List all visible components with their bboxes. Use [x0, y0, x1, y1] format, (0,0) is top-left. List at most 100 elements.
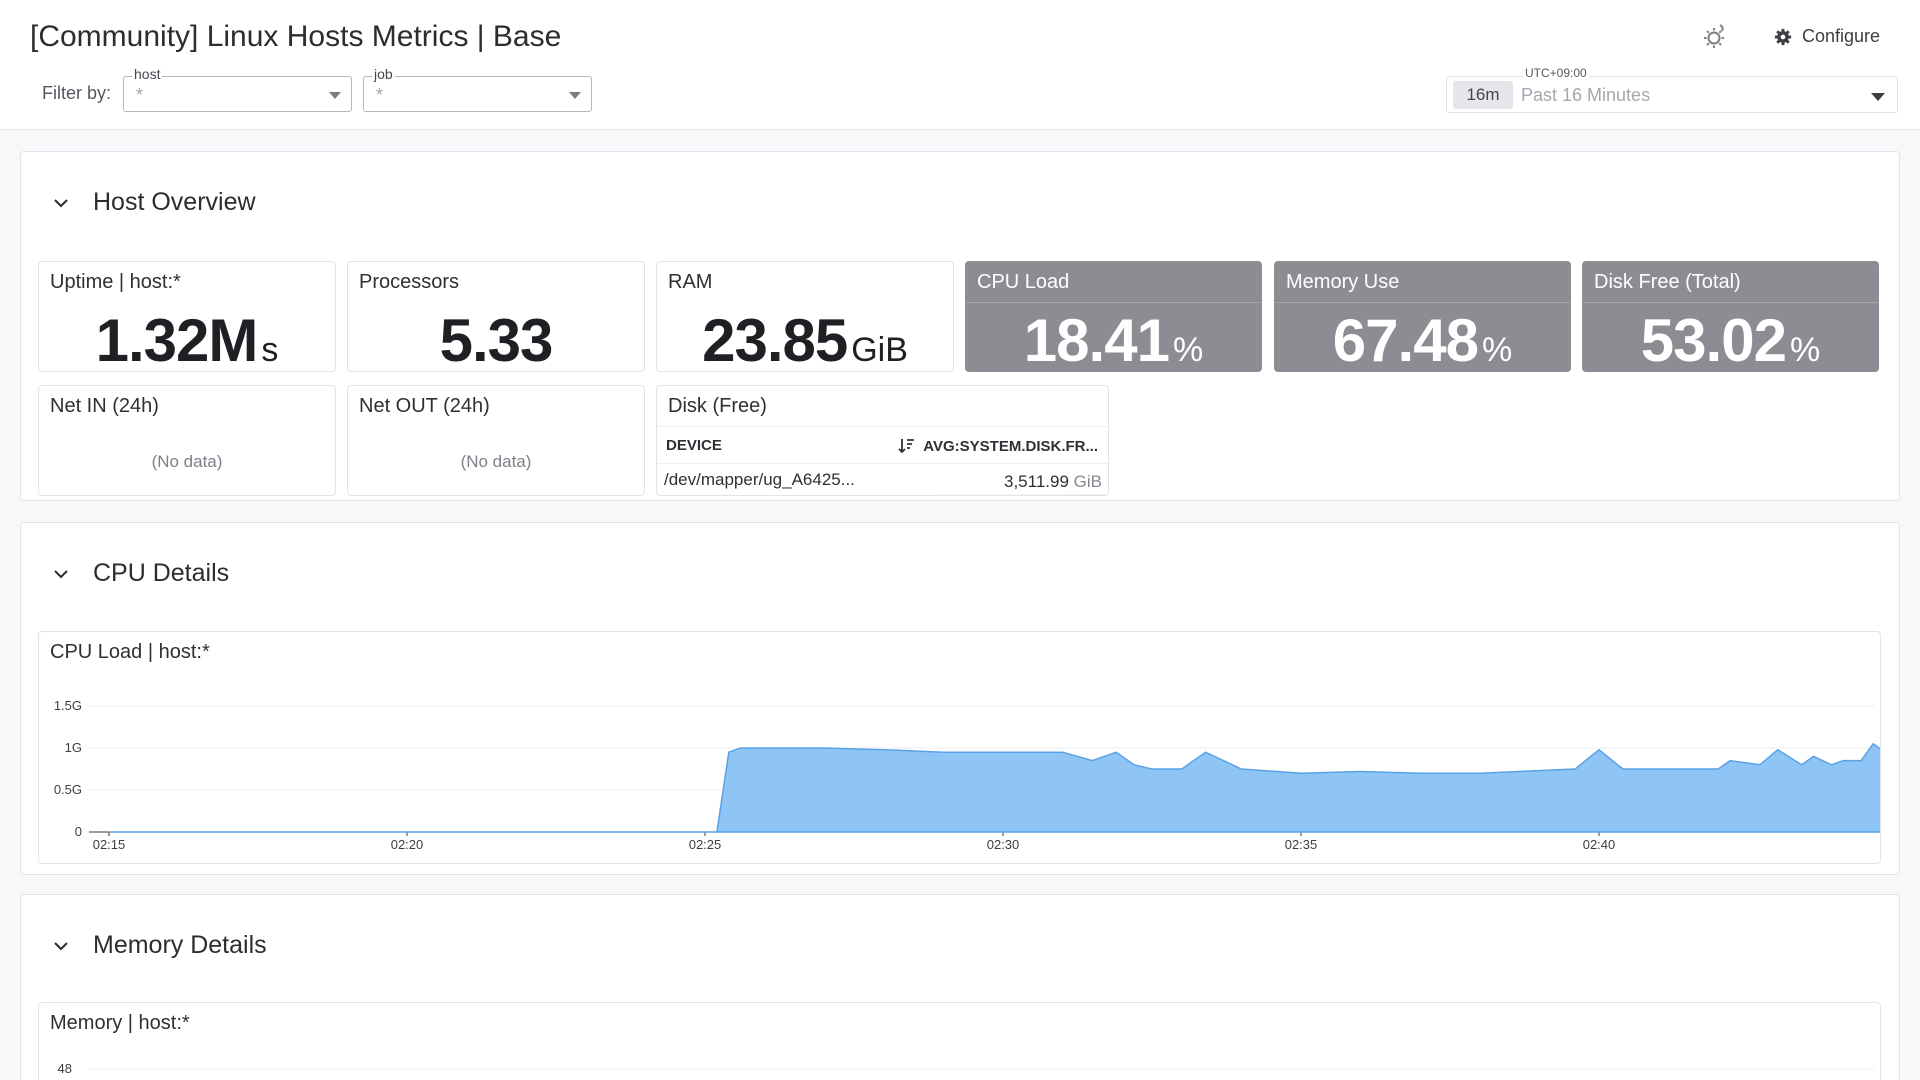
- page-title: [Community] Linux Hosts Metrics | Base: [30, 20, 562, 53]
- cpu-load-value: 18.41: [1023, 307, 1170, 372]
- section-title: Host Overview: [93, 188, 256, 216]
- widget-title: Memory Use: [1286, 271, 1400, 293]
- processors-widget[interactable]: Processors 5.33: [347, 261, 645, 372]
- sun-icon[interactable]: [1700, 22, 1730, 52]
- value-unit: GiB: [1073, 472, 1102, 491]
- widget-title: Net IN (24h): [50, 395, 159, 417]
- value-cell: 3,511.99 GiB: [1004, 472, 1102, 492]
- processors-value-display: 5.33: [348, 306, 644, 372]
- ram-unit: GiB: [851, 331, 908, 369]
- x-tick-label: 02:25: [689, 837, 722, 852]
- y-tick-label: 0: [75, 824, 82, 839]
- widget-title: Net OUT (24h): [359, 395, 490, 417]
- ram-widget[interactable]: RAM 23.85 GiB: [656, 261, 954, 372]
- disk-free-total-unit: %: [1789, 331, 1821, 369]
- job-filter-value: *: [376, 85, 384, 105]
- memory-chart-widget[interactable]: Memory | host:* 48: [38, 1002, 1881, 1080]
- chevron-down-icon: [54, 941, 68, 950]
- configure-label: Configure: [1802, 26, 1881, 46]
- widget-title: RAM: [668, 271, 713, 293]
- sort-descending-icon: [898, 439, 915, 454]
- x-tick-label: 02:35: [1285, 837, 1318, 852]
- divider: [1583, 302, 1878, 303]
- y-tick-label: 1G: [65, 740, 82, 755]
- dashboard-header: [Community] Linux Hosts Metrics | Base C…: [0, 0, 1920, 130]
- section-title: Memory Details: [93, 931, 267, 959]
- memory-use-widget[interactable]: Memory Use 67.48%: [1274, 261, 1571, 372]
- widget-title: Disk Free (Total): [1594, 271, 1741, 293]
- cpu-details-section: CPU Details CPU Load | host:* 0 0.5G 1G 1.5…: [20, 522, 1900, 875]
- uptime-unit: s: [261, 331, 279, 369]
- filter-label: Filter by:: [42, 83, 112, 103]
- column-header-value[interactable]: AVG:SYSTEM.DISK.FR...: [897, 437, 1098, 455]
- chevron-down-icon: [569, 92, 581, 99]
- disk-free-widget[interactable]: Disk (Free) DEVICE AVG:SYSTEM.DISK.FR...…: [656, 385, 1109, 496]
- time-range-label: Past 16 Minutes: [1521, 85, 1651, 105]
- host-filter-value: *: [136, 85, 144, 105]
- time-range-select[interactable]: UTC+09:00 16m Past 16 Minutes: [1446, 66, 1898, 113]
- widget-title: Memory | host:*: [50, 1012, 190, 1034]
- disk-free-total-value-display: 53.02%: [1583, 306, 1878, 372]
- cpu-load-unit: %: [1172, 331, 1204, 369]
- section-title: CPU Details: [93, 559, 230, 587]
- time-range-badge: 16m: [1453, 81, 1513, 109]
- cpu-load-chart-widget[interactable]: CPU Load | host:* 0 0.5G 1G 1.5G 02:15 02:20 0…: [38, 631, 1881, 864]
- ram-value: 23.85: [702, 307, 848, 372]
- cpu-details-toggle[interactable]: CPU Details: [51, 559, 229, 588]
- disk-free-total-widget[interactable]: Disk Free (Total) 53.02%: [1582, 261, 1879, 372]
- host-overview-section: Host Overview Uptime | host:* 1.32M s Pro…: [20, 151, 1900, 501]
- table-row[interactable]: /dev/mapper/ug_A6425... 3,511.99 GiB: [657, 470, 1108, 495]
- cpu-load-chart: 0 0.5G 1G 1.5G 02:15 02:20 02:25 02:30 02:35 02:4…: [54, 698, 1880, 852]
- chevron-down-icon: [1871, 93, 1885, 101]
- device-cell: /dev/mapper/ug_A6425...: [664, 470, 855, 489]
- no-data-label: (No data): [151, 452, 223, 471]
- value-number: 3,511.99: [1004, 472, 1069, 491]
- widget-title: Uptime | host:*: [50, 271, 181, 293]
- processors-value: 5.33: [439, 307, 554, 372]
- net-in-widget[interactable]: Net IN (24h) (No data): [38, 385, 336, 496]
- net-out-widget[interactable]: Net OUT (24h) (No data): [347, 385, 645, 496]
- memory-details-section: Memory Details Memory | host:* 48: [20, 894, 1900, 1080]
- x-tick-label: 02:20: [391, 837, 424, 852]
- y-tick-label: 0.5G: [54, 782, 82, 797]
- memory-chart: 48: [58, 1061, 1875, 1076]
- value-bar: [867, 494, 1105, 495]
- divider: [966, 302, 1261, 303]
- cpu-load-widget[interactable]: CPU Load 18.41%: [965, 261, 1262, 372]
- timezone-label: UTC+09:00: [1523, 66, 1589, 80]
- chevron-down-icon: [329, 92, 341, 99]
- ram-value-display: 23.85 GiB: [657, 306, 953, 372]
- configure-button[interactable]: Configure: [1774, 26, 1880, 47]
- memory-use-unit: %: [1481, 331, 1513, 369]
- cpu-load-value-display: 18.41%: [966, 306, 1261, 372]
- uptime-widget[interactable]: Uptime | host:* 1.32M s: [38, 261, 336, 372]
- widget-title: CPU Load: [977, 271, 1070, 293]
- chevron-down-icon: [54, 569, 68, 578]
- x-tick-label: 02:30: [987, 837, 1020, 852]
- column-header-label: AVG:SYSTEM.DISK.FR...: [923, 437, 1098, 455]
- widget-title: CPU Load | host:*: [50, 641, 210, 663]
- widget-title: Disk (Free): [668, 395, 767, 417]
- uptime-value-display: 1.32M s: [39, 306, 335, 372]
- host-filter-select[interactable]: host *: [123, 66, 352, 112]
- no-data-label: (No data): [460, 452, 532, 471]
- job-filter-select[interactable]: job *: [363, 66, 592, 112]
- y-tick-label: 48: [58, 1061, 72, 1076]
- cpu-load-area-series: [109, 742, 1880, 833]
- memory-use-value-display: 67.48%: [1275, 306, 1570, 371]
- widget-title: Processors: [359, 271, 460, 293]
- divider: [1275, 302, 1570, 303]
- host-filter-label: host: [132, 66, 163, 82]
- uptime-value: 1.32M: [95, 307, 259, 372]
- job-filter-label: job: [372, 66, 395, 82]
- x-tick-label: 02:40: [1583, 837, 1616, 852]
- disk-free-total-value: 53.02: [1640, 307, 1787, 372]
- host-overview-toggle[interactable]: Host Overview: [51, 188, 256, 217]
- memory-details-toggle[interactable]: Memory Details: [51, 931, 267, 960]
- table-header: DEVICE AVG:SYSTEM.DISK.FR...: [657, 426, 1108, 464]
- chevron-down-icon: [54, 198, 68, 207]
- y-tick-label: 1.5G: [54, 698, 82, 713]
- x-tick-label: 02:15: [93, 837, 126, 852]
- column-header-device[interactable]: DEVICE: [666, 437, 722, 454]
- gear-icon: [1774, 28, 1792, 45]
